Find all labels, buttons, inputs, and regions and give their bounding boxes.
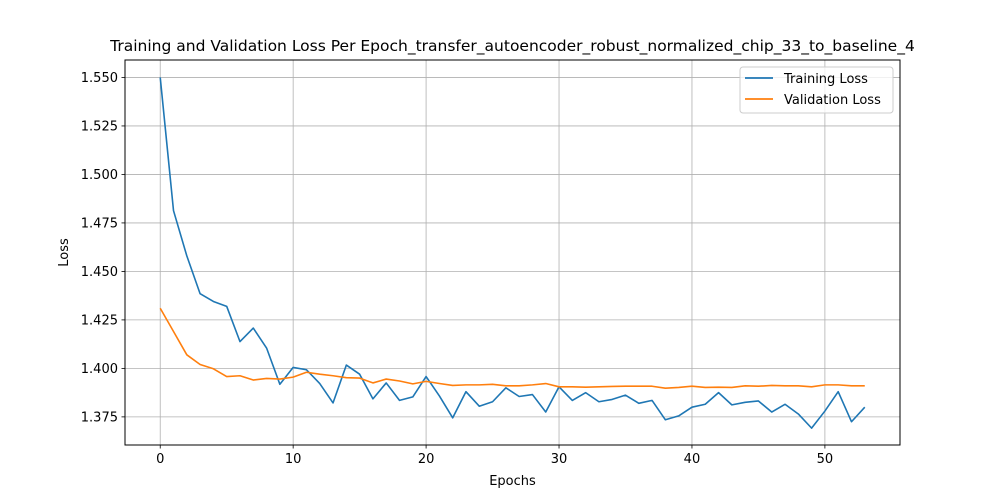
x-tick-label: 40 xyxy=(684,452,701,467)
plot-frame xyxy=(124,59,901,446)
legend-label-validation-loss: Validation Loss xyxy=(784,93,881,108)
x-tick-label: 50 xyxy=(817,452,834,467)
y-tick-label: 1.550 xyxy=(81,71,118,86)
y-tick-label: 1.450 xyxy=(81,265,118,280)
axis-ticks: 0 10 20 30 40 50 1.375 1.400 1.425 1.450 1.475 1.50… xyxy=(81,71,833,467)
y-tick-label: 1.400 xyxy=(81,362,118,377)
legend-label-training-loss: Training Loss xyxy=(783,72,868,87)
y-tick-label: 1.375 xyxy=(81,410,118,425)
x-tick-label: 20 xyxy=(418,452,435,467)
legend: Training Loss Validation Loss xyxy=(739,66,894,114)
y-tick-label: 1.425 xyxy=(81,313,118,328)
grid-lines xyxy=(125,60,900,445)
y-tick-label: 1.500 xyxy=(81,168,118,183)
y-tick-label: 1.475 xyxy=(81,216,118,231)
chart-title: Training and Validation Loss Per Epoch_t… xyxy=(109,37,915,56)
x-axis-label: Epochs xyxy=(489,474,536,489)
y-axis-label: Loss xyxy=(57,238,72,267)
x-tick-label: 0 xyxy=(156,452,164,467)
series-line-validation-loss xyxy=(159,307,865,389)
y-tick-label: 1.525 xyxy=(81,119,118,134)
x-tick-label: 10 xyxy=(285,452,302,467)
series-lines xyxy=(159,77,866,429)
x-tick-label: 30 xyxy=(551,452,568,467)
legend-box xyxy=(739,66,894,114)
